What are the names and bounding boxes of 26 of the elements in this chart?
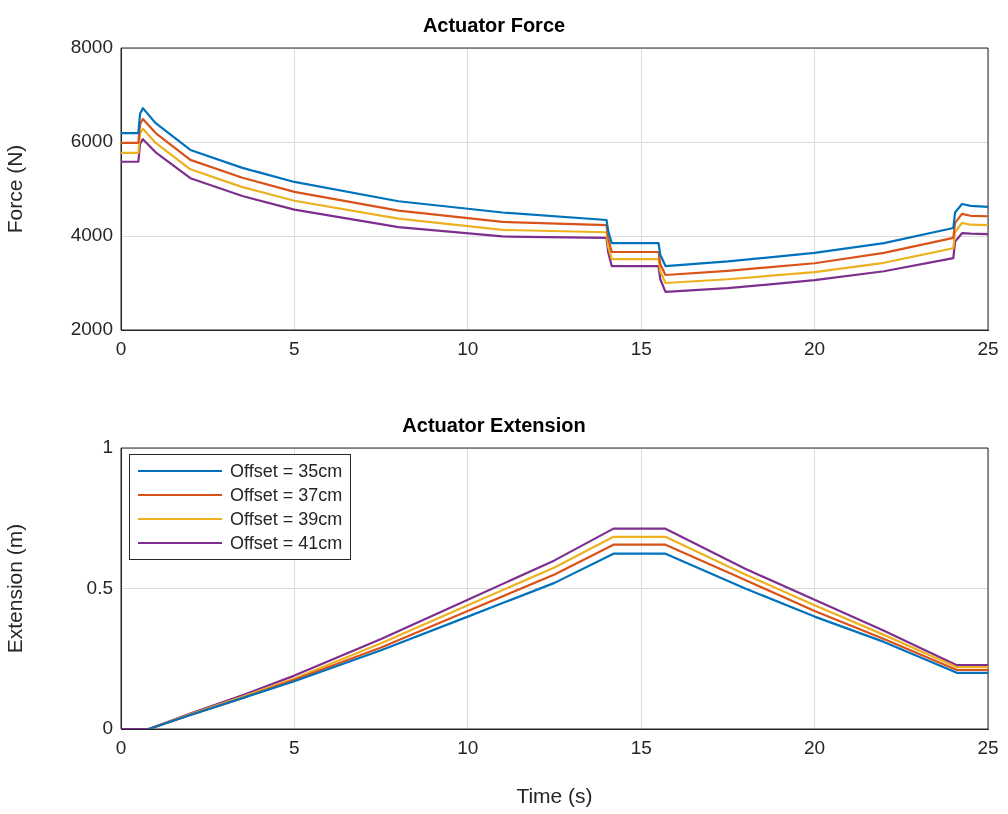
x-tick-label: 5 <box>289 736 300 758</box>
x-tick-label: 25 <box>977 337 999 359</box>
x-axis-title: Time (s) <box>516 784 593 808</box>
x-tick-label: 10 <box>457 337 479 359</box>
legend-label: Offset = 35cm <box>230 460 343 482</box>
x-tick-label: 5 <box>289 337 300 359</box>
x-tick-label: 20 <box>804 337 826 359</box>
chart-title: Actuator Extension <box>402 413 586 436</box>
legend-label: Offset = 39cm <box>230 508 343 530</box>
x-tick-label: 10 <box>457 736 479 758</box>
x-tick-label: 15 <box>630 736 652 758</box>
chart-title: Actuator Force <box>422 13 566 36</box>
y-tick-label: 2000 <box>70 318 113 340</box>
y-tick-label: 6000 <box>70 130 113 152</box>
y-tick-label: 1 <box>102 436 113 458</box>
legend-label: Offset = 37cm <box>230 484 343 506</box>
x-tick-label: 25 <box>977 736 999 758</box>
y-axis-title: Extension (m) <box>3 523 27 654</box>
legend-label: Offset = 41cm <box>230 532 343 554</box>
y-axis-title: Force (N) <box>3 144 27 234</box>
x-tick-label: 15 <box>630 337 652 359</box>
y-tick-label: 0.5 <box>86 576 113 598</box>
y-tick-label: 0 <box>102 717 113 739</box>
y-tick-label: 8000 <box>70 36 113 58</box>
x-tick-label: 20 <box>804 736 826 758</box>
y-tick-label: 4000 <box>70 224 113 246</box>
